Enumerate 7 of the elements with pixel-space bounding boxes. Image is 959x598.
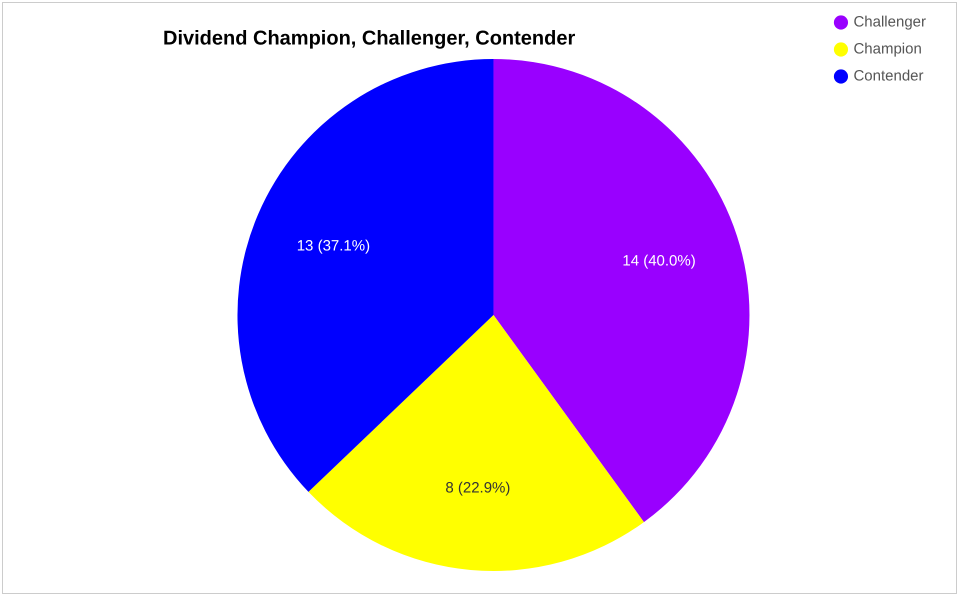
text: Dividend Champion, Challenger, Contender — [163, 28, 576, 50]
data-label: 14 (40.0%) — [622, 252, 696, 270]
legend-label: Champion — [853, 40, 922, 58]
legend-label: Contender — [853, 68, 924, 85]
legend-label: Challenger — [853, 14, 926, 31]
data-label: 8 (22.9%) — [445, 480, 510, 497]
data-label: 13 (37.1%) — [296, 238, 370, 255]
